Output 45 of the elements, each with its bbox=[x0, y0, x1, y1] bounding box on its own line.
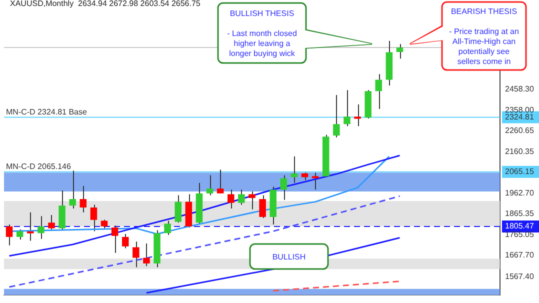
candlestick bbox=[58, 190, 66, 231]
y-tick-label: 1805.47 bbox=[505, 222, 534, 231]
y-tick-label: 2260.65 bbox=[505, 126, 534, 135]
y-tick-label: 2458.30 bbox=[505, 84, 534, 94]
candlestick bbox=[375, 74, 382, 110]
text: BEARISH THESIS - Price trading at an All-Time-High can potentially see sellers come in bbox=[449, 7, 519, 66]
annotation: BULLISH bbox=[272, 252, 306, 262]
y-tick-label: 2065.15 bbox=[505, 167, 534, 176]
candlestick bbox=[16, 228, 24, 240]
y-tick-label: 2324.81 bbox=[505, 112, 534, 122]
candlestick bbox=[132, 241, 140, 268]
candlestick bbox=[48, 214, 55, 230]
y-tick-label: 1962.70 bbox=[505, 188, 534, 198]
candlestick bbox=[90, 204, 98, 232]
candlestick bbox=[344, 90, 350, 127]
candlestick bbox=[164, 220, 171, 236]
ref-line-label: MN-C-D 2324.81 Base bbox=[6, 107, 88, 116]
candlestick bbox=[248, 191, 256, 210]
candlestick bbox=[6, 224, 13, 246]
chart-title: XAUUSD,Monthly 2634.94 2672.98 2603.54 2656.75 bbox=[10, 0, 201, 8]
candlestick bbox=[354, 104, 361, 127]
candlestick bbox=[69, 170, 76, 210]
ref-line-label: MN-C-D 2065.146 bbox=[6, 162, 72, 172]
candlestick bbox=[143, 242, 150, 267]
y-tick-label: 1865.35 bbox=[505, 209, 534, 218]
candlestick bbox=[312, 172, 319, 190]
candlestick bbox=[122, 233, 129, 249]
candlestick bbox=[27, 212, 34, 242]
y-tick-label: 1765.05 bbox=[505, 230, 534, 240]
y-tick-label: 1667.70 bbox=[505, 250, 534, 260]
candlestick bbox=[396, 44, 404, 60]
candlestick bbox=[216, 169, 224, 194]
y-tick-label: 2160.35 bbox=[505, 147, 534, 156]
candlestick bbox=[38, 216, 44, 240]
text: BULLISH THESIS - Last month closed higher leaving a longer buying wick bbox=[227, 9, 297, 58]
candlestick bbox=[280, 174, 288, 200]
candlestick bbox=[228, 189, 234, 210]
candlestick bbox=[259, 194, 266, 219]
candlestick bbox=[174, 194, 182, 224]
candlestick bbox=[80, 185, 87, 213]
candlestick bbox=[238, 189, 245, 206]
y-tick-label: 1567.40 bbox=[505, 272, 534, 281]
candlestick bbox=[333, 94, 340, 138]
candlestick bbox=[111, 225, 118, 254]
candlestick bbox=[206, 174, 214, 196]
